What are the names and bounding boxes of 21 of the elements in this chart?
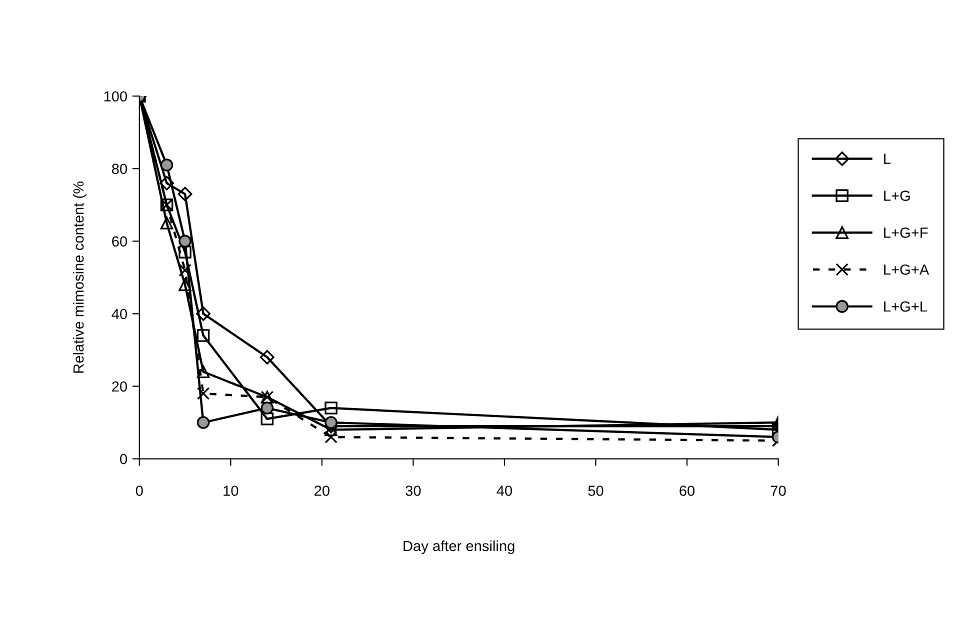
x-tick-label: 20 [314,486,330,496]
y-tick-label: 80 [112,164,128,174]
legend-label: L+G [884,190,910,201]
x-tick-label: 40 [496,486,512,496]
legend-label: L+G+F [884,228,928,238]
x-tick-label: 70 [770,486,786,496]
x-tick-label: 0 [136,486,143,496]
x-tick-label: 50 [588,486,604,496]
y-tick-label: 0 [120,454,128,464]
x-axis-title: Day after ensiling [404,540,514,554]
legend-label: L+G+L [884,301,928,312]
x-tick-label: 30 [406,486,421,496]
y-tick-label: 60 [112,236,128,247]
x-tick-label: 10 [224,486,238,496]
y-axis-title: Relative mimosine content (% [72,182,87,373]
x-tick-label: 60 [680,486,695,496]
y-tick-label: 100 [104,91,128,102]
legend-label: L [884,154,891,164]
y-tick-label: 20 [112,381,128,392]
legend-label: L+G+A [884,264,930,275]
y-tick-label: 40 [112,308,128,320]
